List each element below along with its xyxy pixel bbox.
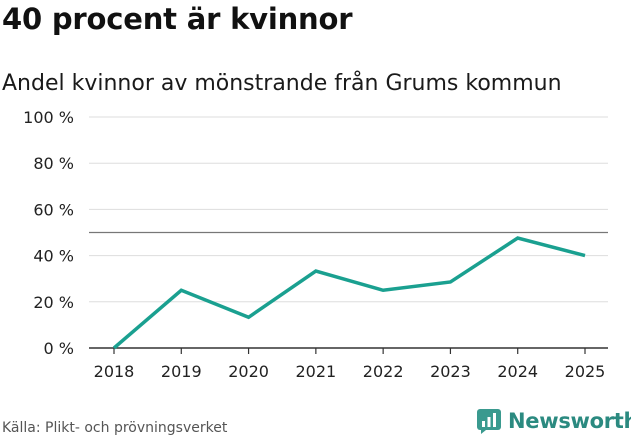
x-tick-label: 2023	[430, 362, 471, 381]
x-tick-label: 2022	[363, 362, 404, 381]
x-axis: 2018 2019 2020 2021 2022 2023 2024 2025	[89, 347, 608, 381]
x-tick-label: 2021	[295, 362, 336, 381]
y-axis: 0 % 20 % 40 % 60 % 80 % 100 %	[23, 108, 74, 358]
source-note: Källa: Plikt- och prövningsverket	[2, 420, 228, 436]
x-tick-label: 2018	[94, 362, 135, 381]
y-tick-label: 40 %	[33, 247, 74, 266]
chart-subtitle: Andel kvinnor av mönstrande från Grums k…	[2, 71, 562, 96]
y-tick-label: 60 %	[33, 200, 74, 219]
gridlines	[89, 116, 608, 303]
series-line	[112, 236, 586, 350]
y-tick-label: 100 %	[23, 108, 74, 127]
series-layer	[112, 236, 586, 350]
x-tick-label: 2024	[497, 362, 538, 381]
newsworthy-logo: Newsworthy	[476, 408, 631, 434]
brand-name: Newsworthy	[508, 409, 631, 433]
x-tick-label: 2020	[228, 362, 269, 381]
y-tick-label: 0 %	[44, 339, 74, 358]
newsworthy-logo-icon	[477, 409, 501, 434]
line-chart: 0 % 20 % 40 % 60 % 80 % 100 % 2018 2019 2020 202…	[23, 108, 608, 381]
y-tick-label: 20 %	[33, 293, 74, 312]
chart-title: 40 procent är kvinnor	[2, 2, 353, 36]
x-tick-label: 2025	[565, 362, 606, 381]
x-tick-label: 2019	[161, 362, 202, 381]
y-tick-label: 80 %	[33, 154, 74, 173]
